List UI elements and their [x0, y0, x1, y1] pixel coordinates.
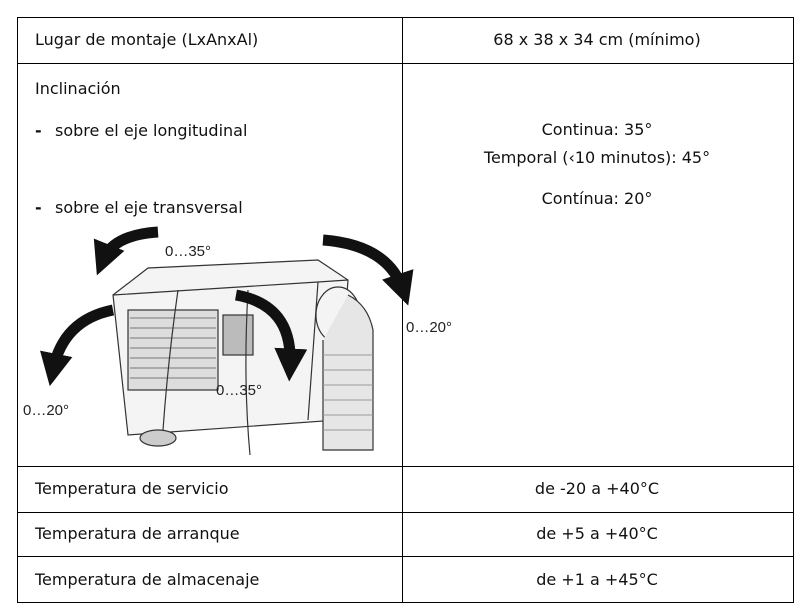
bullet: - [35, 121, 42, 140]
cell-value: de +1 a +45°C [536, 570, 658, 589]
table-border [793, 17, 794, 603]
angle-label: 0…35° [165, 243, 211, 260]
table-border [17, 17, 794, 18]
cell-label: Temperatura de servicio [35, 479, 229, 498]
heater-illustration: 0…35° 0…20° 0…35° 0…20° [23, 226, 452, 456]
row-border [17, 512, 794, 513]
angle-label: 0…20° [23, 402, 69, 419]
table-border [17, 17, 18, 603]
row-border [17, 466, 794, 467]
cell-label: Temperatura de arranque [35, 524, 240, 543]
item-text: sobre el eje transversal [55, 198, 243, 217]
angle-label: 0…35° [216, 382, 262, 399]
item-text: sobre el eje longitudinal [55, 121, 248, 140]
cell-value: de +5 a +40°C [536, 524, 658, 543]
cell-value: 68 x 38 x 34 cm (mínimo) [493, 30, 701, 49]
cell-value: Temporal (‹10 minutos): 45° [483, 148, 711, 167]
cell-label: Lugar de montaje (LxAnxAl) [35, 30, 259, 49]
cell-value: de -20 a +40°C [534, 479, 660, 498]
cell-value: Contínua: 20° [541, 189, 653, 208]
cell-value: Continua: 35° [541, 120, 653, 139]
cell-label: Inclinación [35, 79, 121, 98]
row-border [17, 63, 794, 64]
table-border [17, 602, 794, 603]
angle-label: 0…20° [406, 319, 452, 336]
cell-label: Temperatura de almacenaje [35, 570, 260, 589]
row-border [17, 556, 794, 557]
column-border [402, 17, 403, 603]
bullet: - [35, 198, 42, 217]
